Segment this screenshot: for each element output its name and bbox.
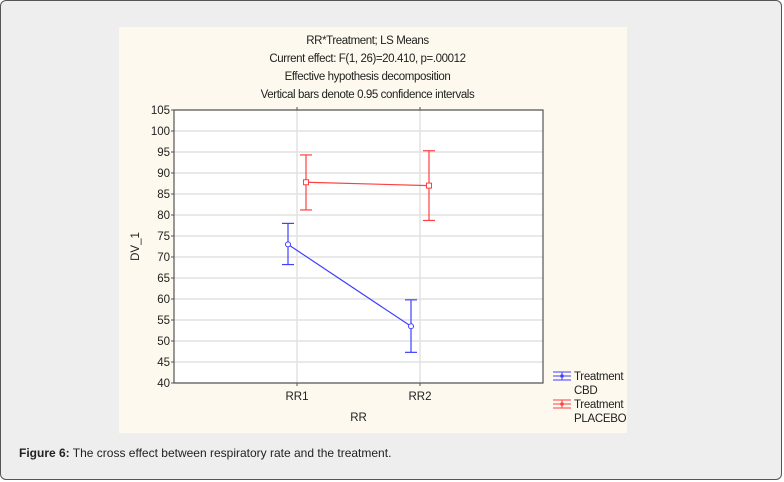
- legend-label: Treatment: [574, 399, 624, 411]
- y-tick-label: 80: [157, 210, 170, 222]
- chart-title-line: Vertical bars denote 0.95 confidence int…: [261, 89, 475, 101]
- y-tick-label: 100: [151, 126, 170, 138]
- x-tick-label: RR1: [285, 391, 308, 403]
- y-tick-label: 65: [157, 273, 170, 285]
- y-tick-label: 45: [157, 357, 170, 369]
- legend-marker: [560, 374, 564, 378]
- plot-area: [174, 110, 543, 383]
- series-line: [287, 243, 412, 327]
- caption-text: The cross effect between respiratory rat…: [69, 446, 392, 460]
- series-line: [305, 181, 430, 187]
- y-tick-label: 50: [157, 336, 170, 348]
- plot-border: [173, 109, 544, 384]
- y-tick-label: 75: [157, 231, 170, 243]
- data-point: [408, 323, 414, 330]
- y-tick-label: 85: [157, 189, 170, 201]
- y-tick-label: 55: [157, 315, 170, 327]
- y-axis-label: DV_1: [130, 232, 142, 261]
- chart: RR*Treatment; LS Means Current effect: F(…: [130, 35, 627, 425]
- y-tick-label: 90: [157, 168, 170, 180]
- chart-title-line: RR*Treatment; LS Means: [306, 35, 429, 47]
- legend-label: CBD: [574, 385, 597, 397]
- y-tick-label: 70: [157, 252, 170, 264]
- legend-label: PLACEBO: [574, 413, 627, 425]
- y-tick-label: 95: [157, 147, 170, 159]
- y-tick-label: 40: [157, 378, 170, 390]
- caption-label: Figure 6:: [19, 446, 70, 460]
- y-tick-label: 60: [157, 294, 170, 306]
- data-point: [426, 182, 432, 189]
- chart-title-line: Effective hypothesis decomposition: [285, 71, 451, 83]
- y-tick-label: 105: [151, 105, 170, 117]
- legend-label: Treatment: [574, 371, 624, 383]
- chart-title-line: Current effect: F(1, 26)=20.410, p=.0001…: [269, 53, 465, 65]
- legend-marker: [560, 402, 564, 406]
- data-point: [285, 241, 291, 248]
- chart-figure: RR*Treatment; LS Means Current effect: F(…: [119, 27, 627, 433]
- x-axis-label: RR: [350, 412, 367, 424]
- data-point: [303, 179, 309, 186]
- x-tick-label: RR2: [408, 391, 431, 403]
- figure-caption: Figure 6: The cross effect between respi…: [19, 446, 391, 460]
